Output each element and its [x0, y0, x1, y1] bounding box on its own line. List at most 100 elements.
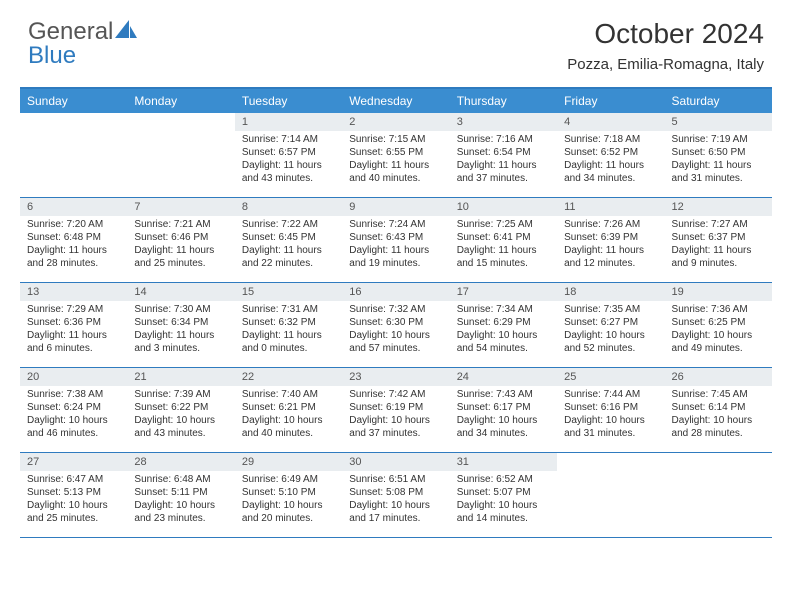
day-number: 8 [235, 198, 342, 216]
day-number: 20 [20, 368, 127, 386]
daylight-text: and 37 minutes. [349, 427, 442, 440]
sunrise-text: Sunrise: 7:43 AM [457, 388, 550, 401]
day-number: 3 [450, 113, 557, 131]
day-body: Sunrise: 7:21 AMSunset: 6:46 PMDaylight:… [127, 216, 234, 274]
sunset-text: Sunset: 6:46 PM [134, 231, 227, 244]
daylight-text: and 0 minutes. [242, 342, 335, 355]
week-row: 6Sunrise: 7:20 AMSunset: 6:48 PMDaylight… [20, 198, 772, 283]
day-number: 25 [557, 368, 664, 386]
day-body: Sunrise: 7:27 AMSunset: 6:37 PMDaylight:… [665, 216, 772, 274]
sunrise-text: Sunrise: 7:18 AM [564, 133, 657, 146]
day-cell: 19Sunrise: 7:36 AMSunset: 6:25 PMDayligh… [665, 283, 772, 367]
sunrise-text: Sunrise: 7:15 AM [349, 133, 442, 146]
location: Pozza, Emilia-Romagna, Italy [567, 56, 764, 73]
sunset-text: Sunset: 6:36 PM [27, 316, 120, 329]
daylight-text: Daylight: 10 hours [564, 414, 657, 427]
daylight-text: Daylight: 10 hours [27, 414, 120, 427]
day-body: Sunrise: 6:48 AMSunset: 5:11 PMDaylight:… [127, 471, 234, 529]
day-number: 16 [342, 283, 449, 301]
day-cell: 4Sunrise: 7:18 AMSunset: 6:52 PMDaylight… [557, 113, 664, 197]
daylight-text: Daylight: 10 hours [349, 499, 442, 512]
sunrise-text: Sunrise: 7:24 AM [349, 218, 442, 231]
daylight-text: and 6 minutes. [27, 342, 120, 355]
daylight-text: and 14 minutes. [457, 512, 550, 525]
logo-text-2: Blue [28, 42, 76, 70]
day-number: 21 [127, 368, 234, 386]
sunrise-text: Sunrise: 7:40 AM [242, 388, 335, 401]
day-cell: 22Sunrise: 7:40 AMSunset: 6:21 PMDayligh… [235, 368, 342, 452]
day-number: 24 [450, 368, 557, 386]
day-body: Sunrise: 7:29 AMSunset: 6:36 PMDaylight:… [20, 301, 127, 359]
daylight-text: Daylight: 11 hours [242, 329, 335, 342]
sunset-text: Sunset: 6:55 PM [349, 146, 442, 159]
sunrise-text: Sunrise: 7:22 AM [242, 218, 335, 231]
sunset-text: Sunset: 6:48 PM [27, 231, 120, 244]
sunset-text: Sunset: 6:30 PM [349, 316, 442, 329]
daylight-text: Daylight: 10 hours [349, 414, 442, 427]
day-body: Sunrise: 7:39 AMSunset: 6:22 PMDaylight:… [127, 386, 234, 444]
sunset-text: Sunset: 5:13 PM [27, 486, 120, 499]
daylight-text: and 25 minutes. [134, 257, 227, 270]
daylight-text: and 52 minutes. [564, 342, 657, 355]
day-cell: 7Sunrise: 7:21 AMSunset: 6:46 PMDaylight… [127, 198, 234, 282]
day-number: 17 [450, 283, 557, 301]
day-body: Sunrise: 7:26 AMSunset: 6:39 PMDaylight:… [557, 216, 664, 274]
daylight-text: Daylight: 11 hours [242, 159, 335, 172]
daylight-text: Daylight: 11 hours [457, 159, 550, 172]
daylight-text: and 31 minutes. [672, 172, 765, 185]
sunset-text: Sunset: 6:50 PM [672, 146, 765, 159]
day-cell: 11Sunrise: 7:26 AMSunset: 6:39 PMDayligh… [557, 198, 664, 282]
day-number: 10 [450, 198, 557, 216]
day-header: Friday [557, 89, 664, 113]
daylight-text: Daylight: 11 hours [27, 244, 120, 257]
daylight-text: and 40 minutes. [349, 172, 442, 185]
day-cell: 31Sunrise: 6:52 AMSunset: 5:07 PMDayligh… [450, 453, 557, 537]
sunset-text: Sunset: 6:24 PM [27, 401, 120, 414]
day-number: 18 [557, 283, 664, 301]
day-cell: 27Sunrise: 6:47 AMSunset: 5:13 PMDayligh… [20, 453, 127, 537]
daylight-text: and 31 minutes. [564, 427, 657, 440]
sunrise-text: Sunrise: 6:51 AM [349, 473, 442, 486]
day-header: Sunday [20, 89, 127, 113]
day-body: Sunrise: 7:24 AMSunset: 6:43 PMDaylight:… [342, 216, 449, 274]
day-number: 9 [342, 198, 449, 216]
sunrise-text: Sunrise: 7:44 AM [564, 388, 657, 401]
weeks-container: 1Sunrise: 7:14 AMSunset: 6:57 PMDaylight… [20, 113, 772, 538]
day-number [20, 113, 127, 130]
sunrise-text: Sunrise: 6:47 AM [27, 473, 120, 486]
daylight-text: and 12 minutes. [564, 257, 657, 270]
sunset-text: Sunset: 6:32 PM [242, 316, 335, 329]
sunrise-text: Sunrise: 7:25 AM [457, 218, 550, 231]
daylight-text: and 23 minutes. [134, 512, 227, 525]
sunrise-text: Sunrise: 6:52 AM [457, 473, 550, 486]
day-cell: 18Sunrise: 7:35 AMSunset: 6:27 PMDayligh… [557, 283, 664, 367]
day-header: Monday [127, 89, 234, 113]
sunrise-text: Sunrise: 6:49 AM [242, 473, 335, 486]
daylight-text: and 28 minutes. [27, 257, 120, 270]
daylight-text: Daylight: 11 hours [564, 244, 657, 257]
sunset-text: Sunset: 5:10 PM [242, 486, 335, 499]
sunrise-text: Sunrise: 7:35 AM [564, 303, 657, 316]
day-number: 5 [665, 113, 772, 131]
sunrise-text: Sunrise: 7:30 AM [134, 303, 227, 316]
day-number: 19 [665, 283, 772, 301]
day-number: 15 [235, 283, 342, 301]
daylight-text: and 17 minutes. [349, 512, 442, 525]
sunrise-text: Sunrise: 7:32 AM [349, 303, 442, 316]
day-number: 23 [342, 368, 449, 386]
day-number: 13 [20, 283, 127, 301]
day-body: Sunrise: 7:18 AMSunset: 6:52 PMDaylight:… [557, 131, 664, 189]
daylight-text: Daylight: 11 hours [672, 159, 765, 172]
day-number: 31 [450, 453, 557, 471]
daylight-text: Daylight: 10 hours [564, 329, 657, 342]
sunset-text: Sunset: 6:41 PM [457, 231, 550, 244]
day-number [665, 453, 772, 470]
day-cell: 28Sunrise: 6:48 AMSunset: 5:11 PMDayligh… [127, 453, 234, 537]
daylight-text: and 37 minutes. [457, 172, 550, 185]
sunset-text: Sunset: 6:22 PM [134, 401, 227, 414]
day-body: Sunrise: 7:35 AMSunset: 6:27 PMDaylight:… [557, 301, 664, 359]
day-number: 29 [235, 453, 342, 471]
daylight-text: Daylight: 11 hours [242, 244, 335, 257]
day-header: Thursday [450, 89, 557, 113]
day-cell: 23Sunrise: 7:42 AMSunset: 6:19 PMDayligh… [342, 368, 449, 452]
